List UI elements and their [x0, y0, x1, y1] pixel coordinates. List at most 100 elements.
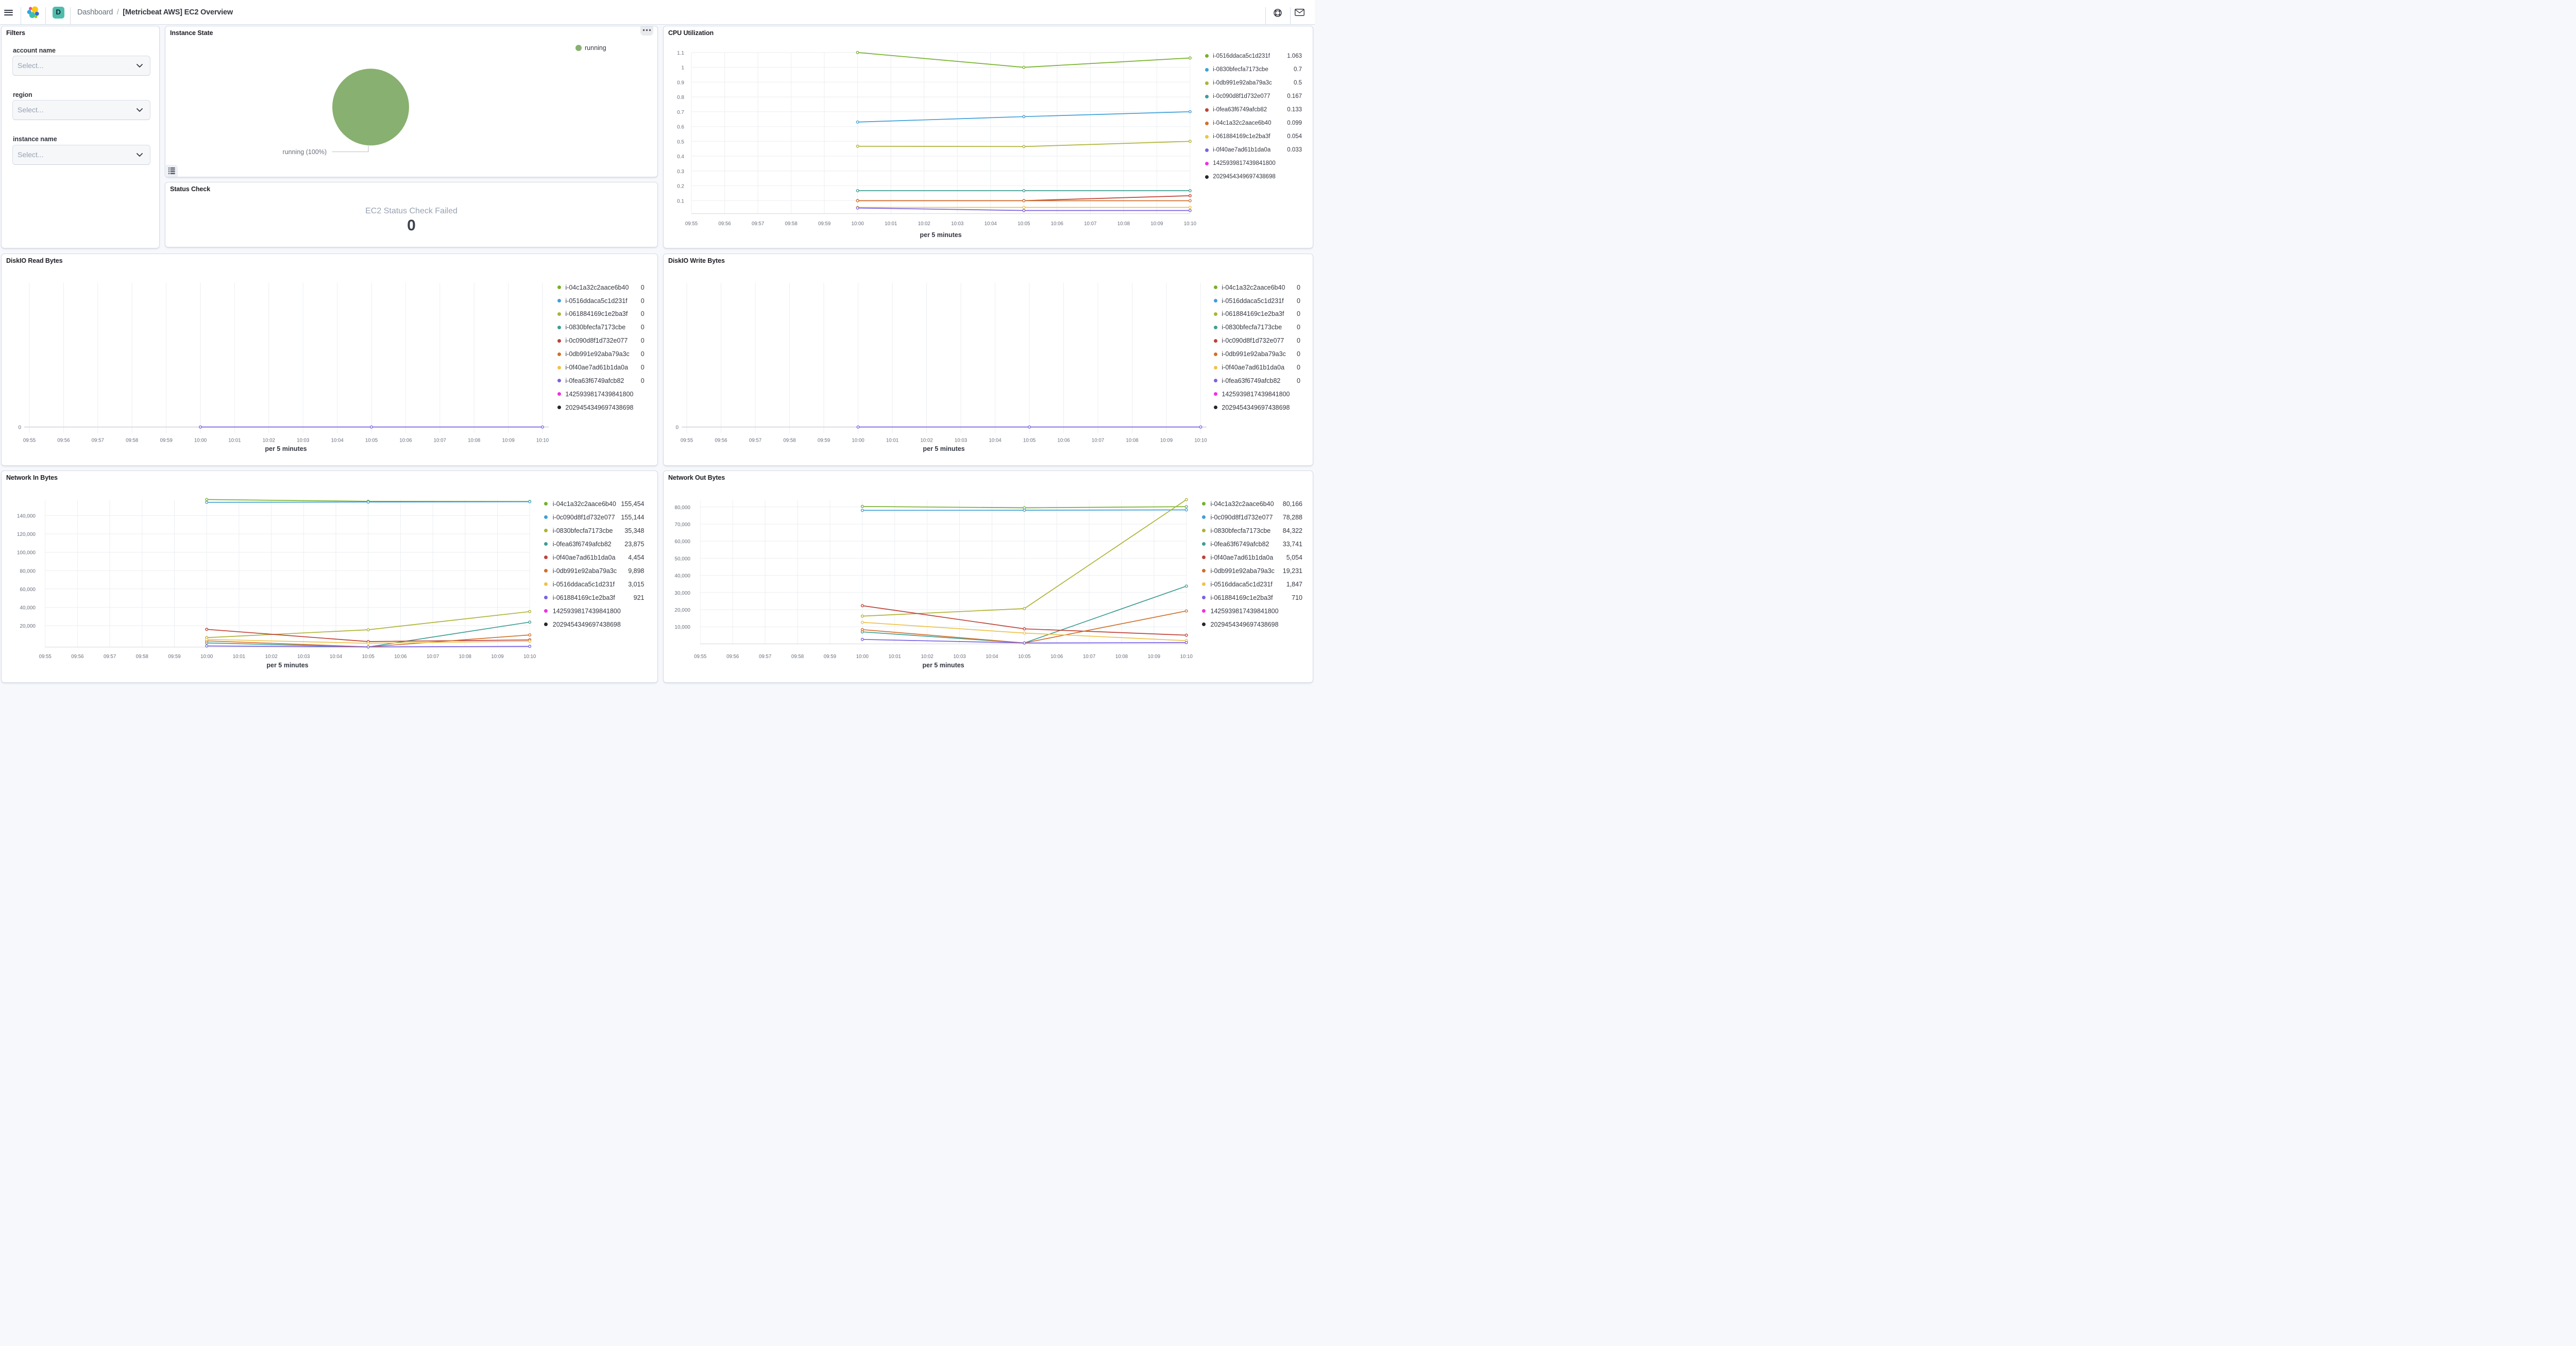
svg-text:0.4: 0.4 [677, 154, 684, 160]
svg-text:40,000: 40,000 [674, 574, 690, 579]
svg-text:10:07: 10:07 [1092, 438, 1104, 444]
svg-text:10:06: 10:06 [399, 438, 412, 444]
svg-text:10:01: 10:01 [886, 438, 899, 444]
svg-text:09:55: 09:55 [23, 438, 36, 444]
svg-text:09:56: 09:56 [71, 654, 83, 660]
svg-text:09:58: 09:58 [126, 438, 138, 444]
svg-text:10:08: 10:08 [459, 654, 471, 660]
svg-text:09:57: 09:57 [759, 654, 771, 660]
svg-text:10:00: 10:00 [851, 221, 864, 227]
svg-text:10:10: 10:10 [1184, 221, 1197, 227]
svg-text:10:03: 10:03 [953, 654, 965, 660]
svg-text:0.1: 0.1 [677, 198, 684, 204]
svg-text:120,000: 120,000 [17, 532, 36, 537]
svg-text:10:02: 10:02 [920, 438, 933, 444]
svg-text:70,000: 70,000 [674, 522, 690, 528]
svg-text:10:08: 10:08 [1115, 654, 1128, 660]
svg-text:10:01: 10:01 [889, 654, 901, 660]
svg-text:10:00: 10:00 [856, 654, 869, 660]
svg-text:0.3: 0.3 [677, 169, 684, 175]
svg-text:60,000: 60,000 [674, 539, 690, 545]
svg-text:10:04: 10:04 [985, 221, 997, 227]
svg-text:per 5 minutes: per 5 minutes [266, 662, 308, 669]
svg-text:40,000: 40,000 [20, 605, 36, 611]
svg-text:09:56: 09:56 [718, 221, 731, 227]
svg-text:10:05: 10:05 [362, 654, 375, 660]
svg-text:09:55: 09:55 [39, 654, 52, 660]
svg-text:10:09: 10:09 [491, 654, 503, 660]
svg-text:10:06: 10:06 [394, 654, 406, 660]
svg-text:1.1: 1.1 [677, 51, 684, 56]
svg-text:10:09: 10:09 [1148, 654, 1160, 660]
svg-text:09:57: 09:57 [749, 438, 761, 444]
svg-text:10:10: 10:10 [1194, 438, 1207, 444]
svg-text:09:58: 09:58 [783, 438, 795, 444]
svg-text:0.9: 0.9 [677, 80, 684, 86]
svg-text:140,000: 140,000 [17, 514, 36, 519]
svg-text:09:55: 09:55 [681, 438, 693, 444]
svg-text:10:00: 10:00 [194, 438, 207, 444]
svg-text:0: 0 [675, 425, 679, 431]
svg-text:running (100%): running (100%) [283, 148, 327, 156]
svg-text:10:10: 10:10 [523, 654, 536, 660]
svg-text:10,000: 10,000 [674, 625, 690, 630]
svg-text:10:03: 10:03 [297, 654, 310, 660]
svg-text:10:06: 10:06 [1051, 221, 1063, 227]
svg-text:10:09: 10:09 [1150, 221, 1163, 227]
svg-text:10:05: 10:05 [1018, 654, 1030, 660]
svg-text:09:57: 09:57 [104, 654, 116, 660]
svg-text:10:08: 10:08 [1117, 221, 1130, 227]
svg-text:10:04: 10:04 [989, 438, 1002, 444]
svg-text:10:02: 10:02 [918, 221, 930, 227]
svg-text:09:58: 09:58 [136, 654, 148, 660]
svg-text:20,000: 20,000 [674, 608, 690, 613]
svg-text:09:59: 09:59 [168, 654, 180, 660]
svg-text:10:09: 10:09 [1160, 438, 1173, 444]
svg-text:per 5 minutes: per 5 minutes [923, 445, 964, 452]
svg-text:0.8: 0.8 [677, 95, 684, 100]
svg-text:per 5 minutes: per 5 minutes [920, 231, 961, 239]
svg-text:10:07: 10:07 [1083, 654, 1095, 660]
svg-text:80,000: 80,000 [20, 568, 36, 574]
svg-text:10:07: 10:07 [1084, 221, 1096, 227]
svg-text:10:07: 10:07 [427, 654, 439, 660]
svg-text:10:04: 10:04 [330, 654, 343, 660]
svg-text:09:57: 09:57 [92, 438, 104, 444]
svg-text:0.7: 0.7 [677, 110, 684, 115]
svg-text:10:07: 10:07 [434, 438, 446, 444]
svg-text:10:02: 10:02 [921, 654, 933, 660]
svg-text:10:01: 10:01 [228, 438, 241, 444]
svg-text:10:04: 10:04 [986, 654, 998, 660]
svg-text:10:10: 10:10 [536, 438, 549, 444]
svg-text:10:06: 10:06 [1050, 654, 1063, 660]
svg-text:10:01: 10:01 [233, 654, 245, 660]
svg-text:09:59: 09:59 [160, 438, 172, 444]
svg-text:10:02: 10:02 [265, 654, 277, 660]
svg-text:100,000: 100,000 [17, 550, 36, 556]
svg-text:50,000: 50,000 [674, 556, 690, 562]
svg-text:09:59: 09:59 [818, 221, 831, 227]
svg-text:10:04: 10:04 [331, 438, 344, 444]
svg-text:10:03: 10:03 [951, 221, 963, 227]
svg-text:10:01: 10:01 [885, 221, 897, 227]
svg-text:09:56: 09:56 [726, 654, 739, 660]
svg-text:30,000: 30,000 [674, 591, 690, 596]
svg-text:09:56: 09:56 [715, 438, 727, 444]
svg-text:10:03: 10:03 [955, 438, 967, 444]
svg-text:09:59: 09:59 [818, 438, 830, 444]
svg-text:09:59: 09:59 [824, 654, 836, 660]
svg-text:10:00: 10:00 [200, 654, 213, 660]
svg-text:1: 1 [681, 65, 684, 71]
svg-text:10:05: 10:05 [365, 438, 378, 444]
svg-text:09:57: 09:57 [752, 221, 764, 227]
svg-text:10:06: 10:06 [1057, 438, 1070, 444]
svg-text:80,000: 80,000 [674, 505, 690, 511]
svg-text:10:10: 10:10 [1180, 654, 1193, 660]
svg-text:10:09: 10:09 [502, 438, 514, 444]
svg-text:10:08: 10:08 [1126, 438, 1138, 444]
svg-text:09:55: 09:55 [694, 654, 706, 660]
svg-text:0.6: 0.6 [677, 125, 684, 130]
svg-text:09:58: 09:58 [785, 221, 797, 227]
svg-text:10:05: 10:05 [1023, 438, 1036, 444]
svg-text:60,000: 60,000 [20, 587, 36, 593]
